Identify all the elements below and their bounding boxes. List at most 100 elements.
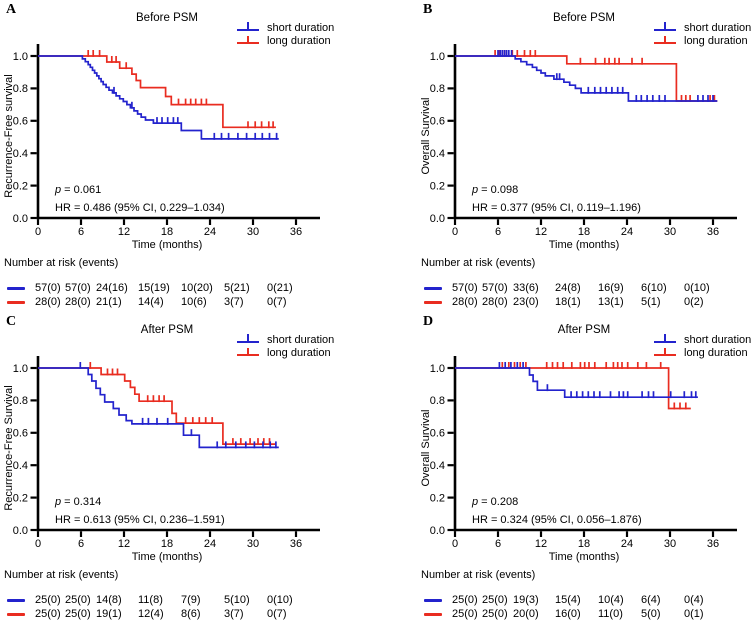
risk-value: 28(0) xyxy=(452,296,478,308)
risk-value: 16(9) xyxy=(598,282,624,294)
risk-value: 6(4) xyxy=(641,594,661,606)
risk-value: 25(0) xyxy=(452,594,478,606)
x-tick-label: 36 xyxy=(290,226,302,238)
risk-row-long-duration: 28(0) 28(0) 21(1) 14(4) 10(6) 3(7) 0(7) xyxy=(0,296,376,309)
km-plot-a: 0 6 12 18 24 30 36 1.0 0.8 0.6 0.4 0.2 0.0 xyxy=(13,44,320,238)
x-tick-label: 36 xyxy=(707,226,719,238)
risk-value: 0(1) xyxy=(684,608,704,620)
risk-row-short-duration: 57(0) 57(0) 24(16) 15(19) 10(20) 5(21) 0(21) xyxy=(0,282,376,295)
risk-value: 0(21) xyxy=(267,282,293,294)
legend-item-long-duration: long duration xyxy=(237,347,334,361)
risk-row-short-duration: 57(0) 57(0) 33(6) 24(8) 16(9) 6(10) 0(10) xyxy=(377,282,753,295)
risk-value: 13(1) xyxy=(598,296,624,308)
risk-value: 25(0) xyxy=(35,608,61,620)
risk-row-line-icon xyxy=(424,287,442,290)
hazard-ratio: HR = 0.486 (95% CI, 0.229–1.034) xyxy=(55,202,225,214)
panel-title-c: After PSM xyxy=(140,324,194,336)
legend-line-icon xyxy=(237,347,259,358)
y-tick-label: 0.4 xyxy=(430,148,445,160)
km-curve-long-duration xyxy=(38,55,276,129)
km-plot-d: 0 6 12 18 24 30 36 1.0 0.8 0.6 0.4 0.2 0.0 xyxy=(430,356,737,550)
risk-value: 28(0) xyxy=(65,296,91,308)
x-tick-label: 30 xyxy=(664,226,676,238)
y-tick-label: 0.4 xyxy=(13,460,28,472)
hazard-ratio: HR = 0.377 (95% CI, 0.119–1.196) xyxy=(472,202,641,214)
y-tick-label: 1.0 xyxy=(13,363,28,375)
y-tick-label: 0.8 xyxy=(430,395,445,407)
x-axis-title: Time (months) xyxy=(548,239,620,251)
y-tick-label: 0.4 xyxy=(13,148,28,160)
legend-label: short duration xyxy=(267,333,335,346)
y-tick-label: 1.0 xyxy=(430,51,445,63)
km-curve-short-duration xyxy=(455,55,718,102)
x-tick-label: 12 xyxy=(535,538,547,550)
y-tick-label: 1.0 xyxy=(430,363,445,375)
y-tick-label: 0.8 xyxy=(13,395,28,407)
y-tick-label: 0.2 xyxy=(13,180,28,192)
risk-value: 25(0) xyxy=(452,608,478,620)
p-value: p = 0.061 xyxy=(55,184,102,196)
legend-item-short-duration: short duration xyxy=(237,21,334,35)
panel-a: 0 6 12 18 24 30 36 1.0 0.8 0.6 0.4 0.2 0.0 A Before … xyxy=(0,0,376,312)
stats-block: p = 0.314 HR = 0.613 (95% CI, 0.236–1.59… xyxy=(55,495,225,527)
risk-value: 10(20) xyxy=(181,282,213,294)
risk-row-long-duration: 25(0) 25(0) 20(0) 16(0) 11(0) 5(0) 0(1) xyxy=(377,608,753,621)
y-tick-label: 0.2 xyxy=(13,492,28,504)
x-tick-label: 18 xyxy=(161,538,173,550)
y-tick-label: 0.0 xyxy=(430,525,445,537)
risk-table-header: Number at risk (events) xyxy=(4,569,119,581)
panel-label-d: D xyxy=(423,314,434,329)
risk-value: 14(8) xyxy=(96,594,122,606)
risk-value: 0(4) xyxy=(684,594,704,606)
risk-row-line-icon xyxy=(7,613,25,616)
risk-value: 7(9) xyxy=(181,594,201,606)
risk-value: 5(1) xyxy=(641,296,661,308)
panel-label-a: A xyxy=(6,2,17,17)
risk-value: 0(10) xyxy=(267,594,293,606)
risk-value: 28(0) xyxy=(482,296,508,308)
hazard-ratio: HR = 0.324 (95% CI, 0.056–1.876) xyxy=(472,514,642,526)
risk-value: 15(19) xyxy=(138,282,170,294)
legend-item-short-duration: short duration xyxy=(237,333,334,347)
risk-value: 11(8) xyxy=(138,594,163,606)
risk-value: 24(16) xyxy=(96,282,128,294)
risk-value: 25(0) xyxy=(65,594,91,606)
y-tick-label: 0.2 xyxy=(430,492,445,504)
legend-label: long duration xyxy=(684,35,748,48)
risk-value: 57(0) xyxy=(35,282,61,294)
x-axis-title: Time (months) xyxy=(131,239,203,251)
y-tick-label: 0.2 xyxy=(430,180,445,192)
legend-line-icon xyxy=(654,35,676,46)
risk-row-line-icon xyxy=(7,301,25,304)
risk-value: 19(3) xyxy=(513,594,539,606)
legend-label: long duration xyxy=(684,347,748,360)
risk-row-line-icon xyxy=(424,301,442,304)
legend-item-long-duration: long duration xyxy=(654,347,751,361)
risk-value: 11(0) xyxy=(598,608,623,620)
x-tick-label: 0 xyxy=(35,226,41,238)
x-tick-label: 12 xyxy=(118,538,130,550)
risk-value: 57(0) xyxy=(65,282,91,294)
risk-value: 0(7) xyxy=(267,608,287,620)
y-tick-label: 0.6 xyxy=(430,116,445,128)
risk-value: 15(4) xyxy=(555,594,581,606)
risk-value: 10(4) xyxy=(598,594,624,606)
panel-title-b: Before PSM xyxy=(553,12,615,24)
x-tick-label: 24 xyxy=(621,226,633,238)
legend-label: long duration xyxy=(267,35,331,48)
legend: short duration long duration xyxy=(237,333,334,360)
legend-item-short-duration: short duration xyxy=(654,21,751,35)
panel-title-d: After PSM xyxy=(557,324,611,336)
p-value: p = 0.314 xyxy=(55,496,102,508)
legend: short duration long duration xyxy=(654,333,751,360)
y-tick-label: 0.0 xyxy=(13,213,28,225)
risk-value: 57(0) xyxy=(482,282,508,294)
x-tick-label: 18 xyxy=(578,226,590,238)
risk-table-header: Number at risk (events) xyxy=(421,257,536,269)
risk-table: 57(0) 57(0) 24(16) 15(19) 10(20) 5(21) 0(21) 28… xyxy=(0,0,376,312)
risk-row-line-icon xyxy=(7,599,25,602)
x-tick-label: 6 xyxy=(495,538,501,550)
x-tick-label: 24 xyxy=(204,226,216,238)
x-tick-label: 30 xyxy=(664,538,676,550)
y-tick-label: 0.6 xyxy=(13,428,28,440)
